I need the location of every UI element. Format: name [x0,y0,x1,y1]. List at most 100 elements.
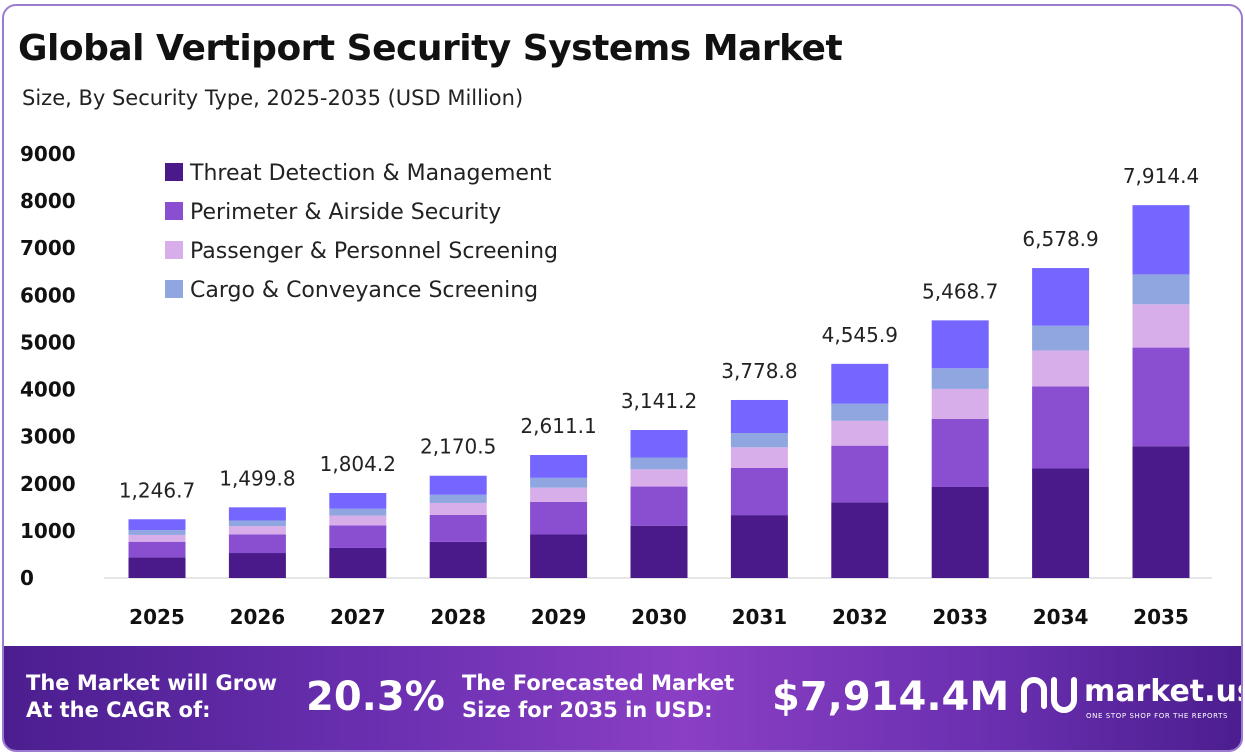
x-tick-label: 2027 [330,605,386,629]
x-tick-label: 2025 [129,605,185,629]
x-tick-label: 2028 [430,605,486,629]
bar-segment [128,519,186,531]
bar-segment [530,501,588,535]
bar-segment [1132,446,1190,578]
bar-segment [1032,325,1090,351]
total-label: 1,246.7 [119,478,195,502]
bar-segment [128,557,186,578]
y-axis-ticks: 0 1000 2000 3000 4000 5000 6000 7000 8000 9000 [20,142,76,590]
bar-segment [429,475,487,495]
bar-segment [128,541,186,558]
bar-segment [831,363,889,404]
bar-segment [931,368,989,389]
x-tick-label: 2029 [531,605,587,629]
forecast-label-line1: The Forecasted Market [462,671,735,695]
total-label: 4,545.9 [822,323,898,347]
y-tick-label: 7000 [20,236,76,260]
forecast-label-line2: Size for 2035 in USD: [462,698,713,722]
bar-segment [228,534,286,554]
bar-segment [329,493,387,509]
bar-segment [228,507,286,521]
y-tick-label: 2000 [20,472,76,496]
bar-segment [228,526,286,535]
bar-segment [530,454,588,478]
x-tick-label: 2033 [932,605,988,629]
bar-segment [530,487,588,502]
bar-segment [630,525,688,578]
legend-swatch [165,280,183,298]
bar-segment [1132,304,1190,348]
bar-segment [128,534,186,542]
bar-segment [931,418,989,487]
bar-segment [429,494,487,503]
bar-segment [831,502,889,578]
total-label: 6,578.9 [1022,227,1098,251]
y-tick-label: 3000 [20,425,76,449]
bar-segment [630,486,688,526]
bar-segment [1132,347,1190,447]
bar-segment [530,534,588,578]
bar-segment [831,445,889,503]
legend-label: Passenger & Personnel Screening [190,239,558,264]
bar-segment [1132,274,1190,305]
bar-segment [329,508,387,516]
cagr-label-line2: At the CAGR of: [26,698,211,722]
bar-segment [831,403,889,421]
market-us-logo-icon [1021,677,1077,713]
bar-segment [228,553,286,578]
forecast-label: The Forecasted Market Size for 2035 in U… [462,670,734,724]
bar-segment [530,477,588,488]
legend-swatch [165,163,183,181]
bar-segment [1032,350,1090,387]
bar-segment [630,430,688,458]
bars-group [104,205,1212,579]
chart-frame: Global Vertiport Security Systems Market… [2,4,1243,752]
legend-swatch [165,241,183,259]
bar-segment [1032,268,1090,326]
bar-segment [931,388,989,419]
bar-segment [630,457,688,470]
bar-segment [931,486,989,578]
x-tick-label: 2034 [1033,605,1089,629]
stacked-bar-chart: 0 1000 2000 3000 4000 5000 6000 7000 8000 9000 20… [20,142,1212,629]
total-label: 2,611.1 [520,414,596,438]
total-label: 3,778.8 [721,359,797,383]
bar-segment [1132,205,1190,275]
y-tick-label: 1000 [20,519,76,543]
x-tick-label: 2035 [1133,605,1189,629]
bar-segment [329,525,387,548]
bar-segment [1032,386,1090,469]
y-tick-label: 5000 [20,330,76,354]
y-tick-label: 9000 [20,142,76,166]
bar-segment [429,541,487,578]
bar-segment [730,515,788,578]
forecast-value: $7,914.4M [772,674,1010,720]
total-label: 1,499.8 [219,466,295,490]
total-label: 3,141.2 [621,389,697,413]
total-labels: 1,246.7 1,499.8 1,804.2 2,170.5 2,611.1 3,141… [119,164,1199,502]
total-label: 1,804.2 [320,452,396,476]
legend-swatch [165,202,183,220]
bar-segment [730,467,788,516]
x-tick-label: 2032 [832,605,888,629]
bar-segment [730,447,788,468]
bar-segment [730,399,788,434]
legend-label: Cargo & Conveyance Screening [190,278,538,303]
y-tick-label: 0 [20,566,34,590]
bar-segment [429,502,487,515]
bar-segment [329,547,387,578]
bar-segment [228,520,286,527]
y-tick-label: 6000 [20,283,76,307]
bar-segment [1032,468,1090,578]
x-tick-label: 2031 [732,605,788,629]
bar-segment [931,320,989,369]
brand-name: market.us [1084,674,1243,709]
x-tick-label: 2030 [631,605,687,629]
x-tick-label: 2026 [230,605,286,629]
total-label: 5,468.7 [922,279,998,303]
total-label: 2,170.5 [420,435,496,459]
total-label: 7,914.4 [1123,164,1199,188]
y-tick-label: 4000 [20,378,76,402]
page-title: Global Vertiport Security Systems Market [18,28,843,69]
cagr-label: The Market will Grow At the CAGR of: [26,670,277,724]
